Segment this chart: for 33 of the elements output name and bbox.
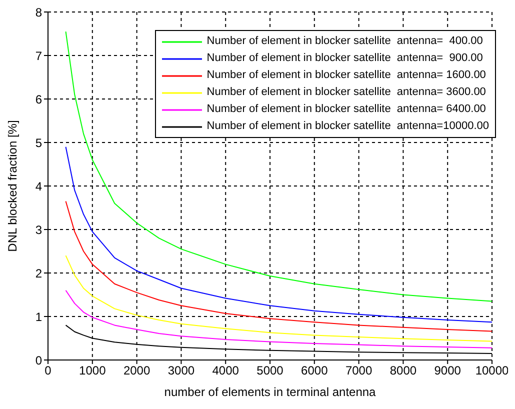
x-tick-label: 0 [44, 364, 52, 378]
y-tick-label: 5 [35, 136, 42, 150]
x-tick-label: 10000 [475, 364, 510, 378]
line-series [65, 290, 492, 348]
legend-label: Number of element in blocker satellite antenna= 900.00 [206, 51, 483, 66]
y-axis-title: DNL blocked fraction [%] [5, 120, 20, 252]
legend-label: Number of element in blocker satellite antenna= 6400.00 [206, 102, 486, 117]
y-tick-label: 8 [35, 5, 42, 20]
x-tick-label: 7000 [345, 364, 372, 378]
x-axis-title: number of elements in terminal antenna [164, 385, 376, 399]
y-tick-label: 7 [35, 48, 42, 63]
x-tick-label: 8000 [390, 364, 417, 378]
y-tick-label: 6 [35, 92, 42, 106]
y-tick-label: 3 [35, 222, 42, 237]
x-tick-label: 3000 [168, 364, 195, 378]
x-tick-label: 1000 [79, 364, 106, 378]
y-tick-label: 4 [35, 179, 42, 194]
y-tick-label: 1 [35, 310, 42, 324]
x-tick-label: 9000 [434, 364, 462, 378]
legend-label: Number of element in blocker satellite antenna= 3600.00 [206, 85, 486, 100]
x-tick-label: 5000 [256, 364, 284, 378]
line-series [65, 200, 492, 332]
legend-label: Number of element in blocker satellite antenna= 400.00 [206, 34, 483, 49]
legend-label: Number of element in blocker satellite antenna=10000.00 [206, 119, 489, 134]
y-tick-label: 0 [35, 353, 42, 368]
line-series [65, 146, 492, 323]
x-tick-label: 2000 [123, 364, 150, 378]
x-tick-label: 6000 [301, 364, 328, 378]
line-series [65, 255, 492, 342]
line-series [65, 31, 492, 302]
y-tick-label: 2 [35, 266, 42, 280]
x-tick-label: 4000 [212, 364, 240, 378]
legend-label: Number of element in blocker satellite antenna= 1600.00 [206, 68, 486, 83]
